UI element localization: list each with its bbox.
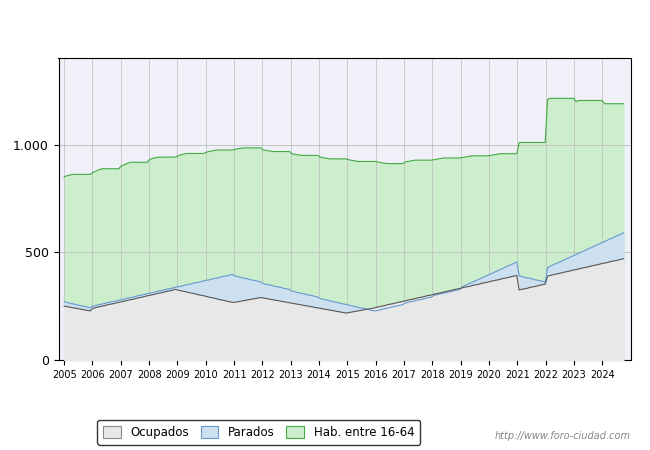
Text: Ador - Evolucion de la poblacion en edad de Trabajar Septiembre de 2024: Ador - Evolucion de la poblacion en edad…	[79, 18, 571, 31]
Legend: Ocupados, Parados, Hab. entre 16-64: Ocupados, Parados, Hab. entre 16-64	[98, 420, 420, 445]
Text: http://www.foro-ciudad.com: http://www.foro-ciudad.com	[495, 431, 630, 441]
